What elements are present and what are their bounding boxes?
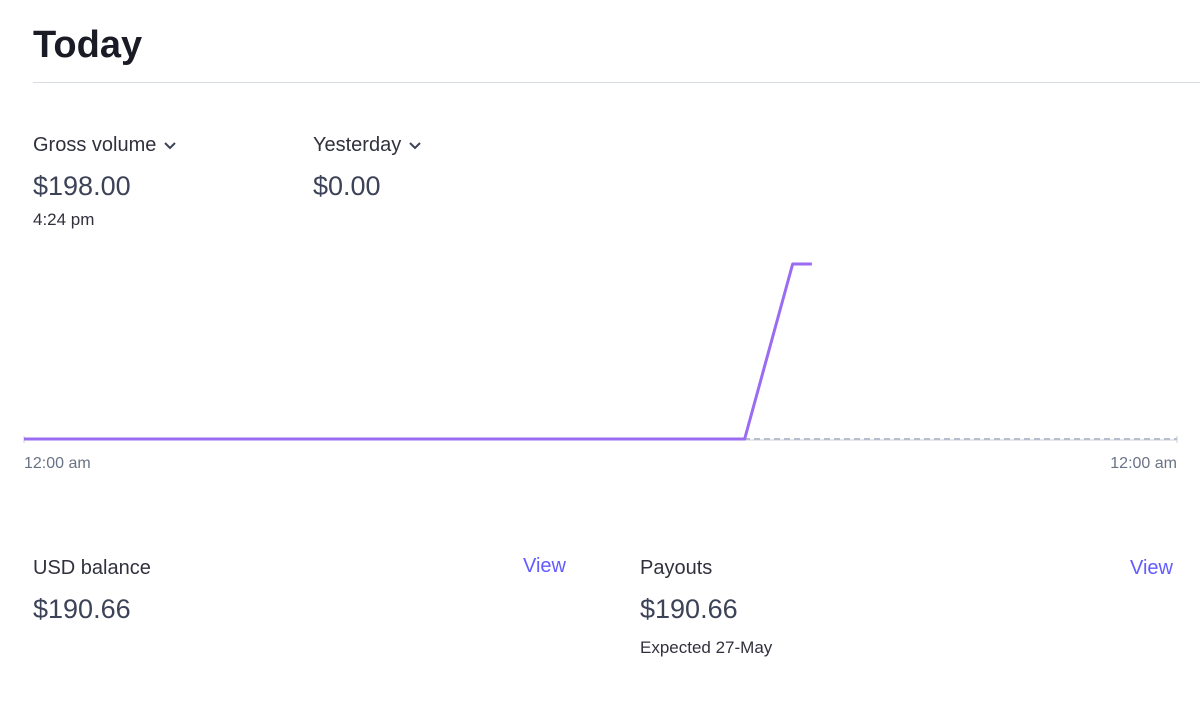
view-link[interactable]: View: [1130, 557, 1173, 579]
view-link[interactable]: View: [523, 555, 566, 577]
chevron: [164, 142, 177, 150]
card-note: Expected 27-May: [640, 638, 773, 657]
chart: 12:00 am 12:00 am: [23, 262, 1178, 472]
x-tick-label: 12:00 am: [24, 455, 91, 472]
metric-value: $198.00: [33, 171, 131, 201]
divider: [33, 82, 1200, 83]
compare-selector[interactable]: Yesterday: [313, 134, 421, 157]
card-value: $190.66: [33, 594, 131, 624]
card-value: $190.66: [640, 594, 738, 624]
chevron: [409, 142, 421, 150]
compare-value: $0.00: [313, 171, 381, 201]
x-tick-label: 12:00 am: [1110, 455, 1177, 472]
page-title: Today: [33, 24, 143, 66]
metric-time: 4:24 pm: [33, 210, 95, 229]
compare-label: Yesterday: [313, 134, 402, 156]
metric-selector[interactable]: Gross volume: [33, 134, 177, 157]
series-line: [24, 262, 812, 441]
metric-label: Gross volume: [33, 134, 157, 156]
card-title: USD balance: [33, 557, 151, 579]
card-title: Payouts: [640, 557, 713, 579]
